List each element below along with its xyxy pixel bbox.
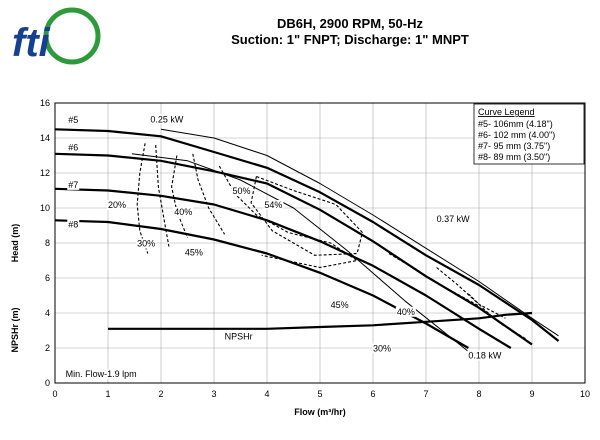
efficiency-label: 54% <box>264 200 282 210</box>
efficiency-label: 45% <box>331 300 349 310</box>
efficiency-contour-40pct <box>436 267 506 319</box>
efficiency-label: 45% <box>185 247 203 257</box>
efficiency-label-bg <box>136 238 157 249</box>
series-5-line <box>54 128 560 342</box>
y-tick-label: 16 <box>40 98 50 108</box>
annotation-label-bg <box>435 214 471 224</box>
legend-entry: #6- 102 mm (4.00") <box>478 130 555 140</box>
annotation-label-bg <box>67 142 80 153</box>
legend-title: Curve Legend <box>478 107 535 117</box>
efficiency-label-bg <box>329 299 350 310</box>
chart-title: DB6H, 2900 RPM, 50-Hz <box>277 16 423 31</box>
series-0-37-kw-line <box>160 128 559 337</box>
chart-labels: 0.25 kW 0.37 kW 0.18 kW NPSHr Min. Flow-1.9 … <box>64 114 503 379</box>
annotation-label: 0.25 kW <box>150 114 184 124</box>
x-tick-label: 5 <box>317 389 322 399</box>
y-tick-label: 10 <box>40 203 50 213</box>
legend-box <box>473 103 585 165</box>
x-tick-label: 6 <box>370 389 375 399</box>
legend-entry: #7- 95 mm (3.75") <box>478 141 550 151</box>
x-axis-label: Flow (m³/hr) <box>294 407 346 417</box>
efficiency-label-bg <box>263 200 284 210</box>
annotation-label: Min. Flow-1.9 lpm <box>66 369 137 379</box>
y-tick-label: 6 <box>45 273 50 283</box>
series-npshr-line <box>108 311 533 330</box>
annotation-label: 0.37 kW <box>437 214 471 224</box>
y2-axis-label: NPSHr (m) <box>10 307 20 352</box>
annotation-label: #7 <box>68 180 78 190</box>
efficiency-contour-54pct <box>250 175 364 256</box>
efficiency-label: 30% <box>137 239 155 249</box>
annotation-label-bg <box>64 368 138 379</box>
legend: Curve Legend #5- 106mm (4.18") #6- 102 m… <box>473 103 585 165</box>
efficiency-label-bg <box>173 207 194 217</box>
annotation-label: #6 <box>68 142 78 152</box>
efficiency-label-bg <box>372 343 393 354</box>
efficiency-contour-45pct <box>192 153 226 235</box>
annotation-label-bg <box>467 350 503 361</box>
plot-frame <box>54 102 586 384</box>
efficiency-label-bg <box>183 247 204 258</box>
efficiency-contour-50pct <box>218 165 359 269</box>
efficiency-label-bg <box>395 306 416 317</box>
x-tick-label: 2 <box>158 389 163 399</box>
efficiency-label: 20% <box>108 200 126 210</box>
efficiency-label-bg <box>231 186 252 196</box>
annotation-label: NPSHr <box>225 331 253 341</box>
logo-ring-icon <box>43 7 101 65</box>
annotation-label-bg <box>149 114 185 125</box>
annotation-label: #8 <box>68 219 78 229</box>
series-6-line <box>54 152 533 346</box>
series-7-line <box>54 187 512 349</box>
y-tick-label: 2 <box>45 343 50 353</box>
annotation-label: 0.18 kW <box>468 351 502 361</box>
efficiency-label: 50% <box>233 186 251 196</box>
logo-text: fti <box>12 21 51 65</box>
annotation-label: #5 <box>68 115 78 125</box>
chart-subtitle: Suction: 1" FNPT; Discharge: 1" MNPT <box>231 32 469 47</box>
y-tick-labels: 0 2 4 6 8 10 12 14 16 <box>40 98 50 388</box>
legend-entry: #8- 89 mm (3.50") <box>478 152 550 162</box>
series-0-25-kw-line <box>131 153 469 352</box>
y-tick-label: 0 <box>45 378 50 388</box>
y-tick-label: 14 <box>40 133 50 143</box>
efficiency-label: 30% <box>373 344 391 354</box>
x-tick-label: 8 <box>476 389 481 399</box>
efficiency-label-bg <box>107 200 128 210</box>
x-tick-label: 7 <box>423 389 428 399</box>
x-tick-label: 10 <box>580 389 590 399</box>
efficiency-contour-20pct <box>136 143 149 254</box>
x-tick-labels: 0 1 2 3 4 5 6 7 8 9 10 <box>52 389 590 399</box>
y-tick-label: 8 <box>45 238 50 248</box>
y-axis-label: Head (m) <box>10 224 20 263</box>
annotation-label-bg <box>67 179 80 190</box>
x-tick-label: 3 <box>211 389 216 399</box>
y-tick-label: 12 <box>40 168 50 178</box>
x-tick-label: 4 <box>264 389 269 399</box>
efficiency-contour-40pct <box>171 155 189 239</box>
x-tick-label: 0 <box>52 389 57 399</box>
efficiency-contour-30pct <box>155 144 170 247</box>
annotation-label-bg <box>67 115 80 126</box>
efficiency-label: 40% <box>174 207 192 217</box>
x-tick-label: 1 <box>105 389 110 399</box>
x-tick-label: 9 <box>529 389 534 399</box>
annotation-label-bg <box>67 219 80 230</box>
efficiency-label: 40% <box>397 307 415 317</box>
annotation-label-bg <box>223 331 254 342</box>
fti-logo: fti <box>12 7 101 65</box>
legend-entry: #5- 106mm (4.18") <box>478 119 553 129</box>
y-tick-label: 4 <box>45 308 50 318</box>
